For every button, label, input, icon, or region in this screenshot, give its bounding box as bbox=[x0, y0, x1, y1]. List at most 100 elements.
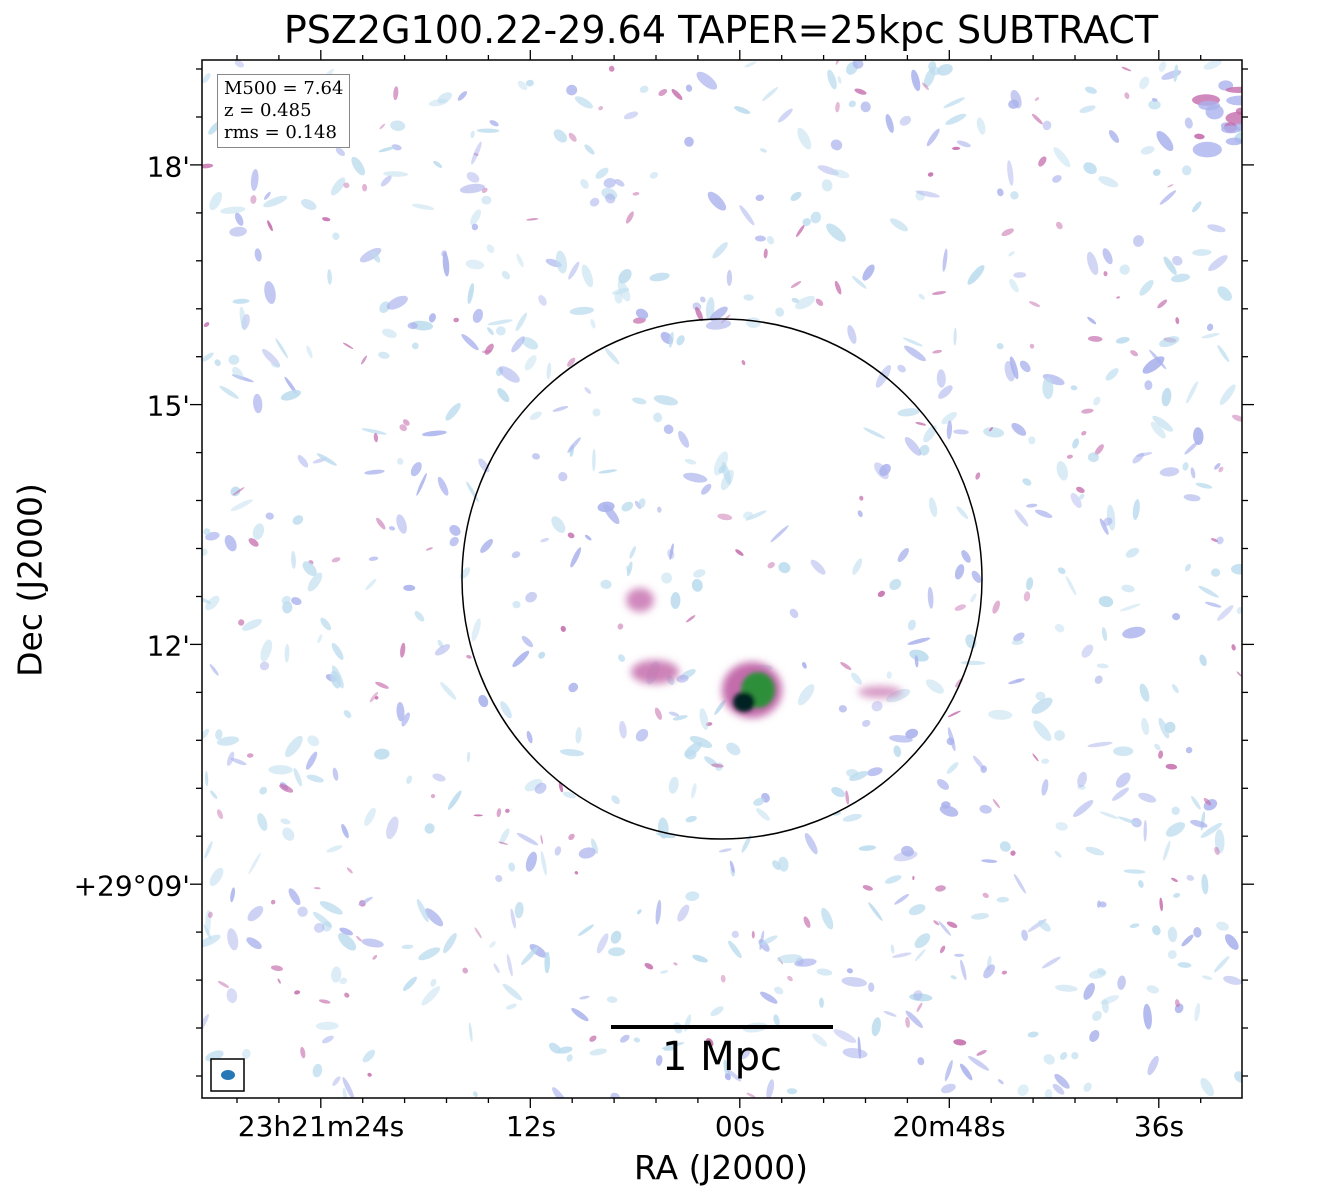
noise-blob bbox=[526, 730, 533, 744]
noise-blob bbox=[741, 360, 746, 366]
noise-blob bbox=[568, 833, 575, 841]
noise-blob bbox=[928, 61, 937, 71]
noise-blob bbox=[397, 457, 404, 465]
noise-blob bbox=[988, 709, 1013, 720]
noise-blob bbox=[1079, 493, 1085, 500]
noise-blob bbox=[217, 980, 230, 988]
noise-blob bbox=[1198, 100, 1220, 111]
noise-blob bbox=[270, 363, 280, 368]
noise-blob bbox=[1175, 999, 1180, 1008]
noise-blob bbox=[755, 194, 765, 202]
noise-blob bbox=[246, 937, 262, 950]
noise-blob bbox=[1139, 683, 1150, 702]
noise-blob bbox=[480, 539, 494, 553]
noise-blob bbox=[835, 101, 840, 113]
noise-blob bbox=[760, 148, 767, 153]
noise-blob bbox=[1098, 596, 1114, 608]
noise-blob bbox=[428, 313, 436, 323]
noise-blob bbox=[411, 203, 435, 211]
noise-blob bbox=[754, 235, 766, 242]
noise-blob bbox=[416, 898, 429, 923]
noise-blob bbox=[1186, 874, 1195, 881]
noise-blob bbox=[612, 287, 630, 295]
noise-blob bbox=[863, 427, 886, 439]
noise-blob bbox=[1211, 568, 1221, 577]
noise-blob bbox=[884, 875, 902, 884]
noise-blob bbox=[1052, 175, 1062, 183]
noise-blob bbox=[936, 369, 946, 388]
noise-blob bbox=[242, 1048, 251, 1059]
noise-blob bbox=[589, 1048, 607, 1056]
noise-blob bbox=[525, 851, 537, 872]
m500-text: M500 = 7.64 bbox=[224, 78, 344, 99]
noise-blob bbox=[668, 331, 674, 348]
noise-blob bbox=[1087, 741, 1113, 748]
noise-blob bbox=[1041, 956, 1061, 969]
noise-blob bbox=[1236, 607, 1242, 614]
noise-blob bbox=[414, 611, 425, 622]
noise-blob bbox=[827, 69, 837, 90]
noise-blob bbox=[1023, 591, 1031, 602]
noise-blob bbox=[317, 634, 323, 644]
noise-blob bbox=[1143, 1003, 1152, 1030]
noise-blob bbox=[515, 312, 527, 332]
noise-blob bbox=[897, 364, 906, 373]
noise-blob bbox=[202, 163, 214, 169]
noise-blob bbox=[250, 195, 257, 204]
noise-blob bbox=[705, 319, 732, 330]
noise-blob bbox=[1022, 478, 1032, 486]
noise-blob bbox=[1205, 601, 1222, 608]
noise-blob bbox=[391, 144, 402, 151]
noise-blob bbox=[433, 160, 443, 168]
noise-blob bbox=[401, 712, 410, 727]
noise-blob bbox=[1164, 721, 1176, 734]
noise-blob bbox=[724, 1073, 732, 1081]
noise-blob bbox=[525, 79, 534, 87]
noise-blob bbox=[1032, 753, 1039, 762]
noise-blob bbox=[960, 1063, 973, 1081]
noise-blob bbox=[1116, 296, 1120, 299]
noise-blob bbox=[632, 397, 647, 405]
noise-blob bbox=[1132, 499, 1140, 520]
noise-blob bbox=[1190, 467, 1196, 479]
noise-blob bbox=[524, 355, 537, 371]
noise-blob bbox=[885, 688, 911, 703]
noise-blob bbox=[907, 637, 931, 645]
noise-blob bbox=[996, 896, 1009, 903]
noise-blob bbox=[970, 912, 990, 920]
noise-blob bbox=[911, 69, 921, 92]
noise-blob bbox=[766, 1079, 775, 1098]
noise-blob bbox=[293, 767, 303, 787]
noise-blob bbox=[1084, 86, 1097, 94]
noise-blob bbox=[915, 190, 940, 198]
noise-blob bbox=[555, 250, 567, 274]
noise-blob bbox=[461, 333, 479, 351]
noise-blob bbox=[1192, 249, 1212, 256]
noise-blob bbox=[1083, 162, 1097, 175]
noise-blob bbox=[247, 905, 264, 922]
noise-blob bbox=[817, 165, 839, 176]
noise-blob bbox=[1025, 577, 1034, 591]
noise-blob bbox=[821, 907, 834, 930]
noise-blob bbox=[777, 108, 793, 123]
noise-blob bbox=[471, 141, 482, 165]
noise-blob bbox=[789, 608, 799, 619]
noise-blob bbox=[468, 1022, 473, 1042]
noise-blob bbox=[1087, 316, 1097, 325]
noise-blob bbox=[574, 871, 579, 875]
noise-blob bbox=[566, 1054, 573, 1062]
noise-blob bbox=[1055, 822, 1068, 831]
radio-source bbox=[626, 588, 902, 718]
noise-blob bbox=[653, 395, 679, 406]
noise-blob bbox=[302, 561, 317, 577]
noise-blob bbox=[437, 639, 444, 648]
noise-blob bbox=[726, 269, 733, 286]
noise-blob bbox=[840, 661, 852, 671]
noise-blob bbox=[259, 786, 268, 795]
noise-blob bbox=[1034, 97, 1040, 101]
noise-blob bbox=[592, 448, 596, 472]
noise-blob bbox=[1231, 644, 1236, 651]
noise-blob bbox=[403, 976, 417, 991]
noise-blob bbox=[1103, 271, 1108, 277]
noise-blob bbox=[472, 308, 484, 323]
